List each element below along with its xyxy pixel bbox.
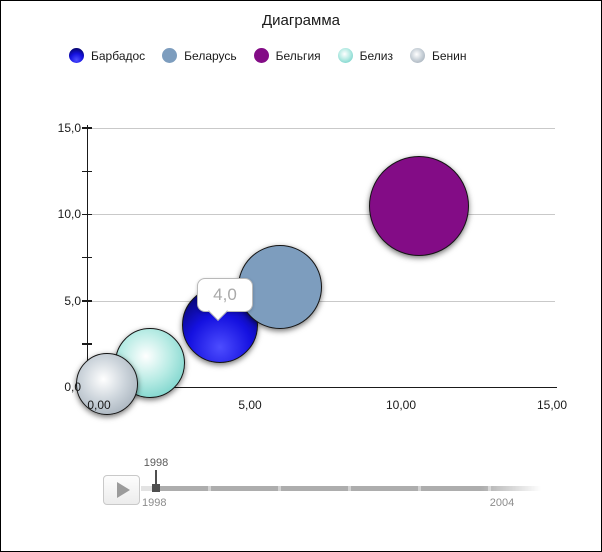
- legend-bubble-icon: [410, 48, 425, 63]
- gridline-y-5: [87, 300, 555, 302]
- timeline-slider-thumb[interactable]: [152, 484, 160, 492]
- slider-track-lead: [141, 486, 153, 491]
- legend-bubble-icon: [69, 48, 84, 63]
- legend-bubble-icon: [162, 48, 178, 63]
- x-axis-label-10: 10,00: [385, 398, 417, 412]
- legend-item-label: Бельгия: [275, 48, 321, 63]
- gridline-y-10: [87, 214, 555, 216]
- y-axis-label-15: 15,0: [57, 120, 81, 135]
- bubble-Бенин[interactable]: [75, 353, 138, 416]
- legend-bubble-icon: [253, 48, 269, 63]
- y-axis-tick-7.5: [82, 256, 92, 259]
- legend-item-1[interactable]: Беларусь: [162, 48, 237, 63]
- play-button[interactable]: [103, 475, 140, 505]
- slider-track-segments: [141, 486, 541, 491]
- x-axis-label-0: 0,00: [87, 398, 111, 412]
- y-axis-tick-5: [82, 300, 92, 302]
- gridline-y-15: [87, 127, 555, 129]
- legend-item-label: Барбадос: [91, 48, 146, 63]
- y-axis-label-10: 10,0: [57, 207, 81, 222]
- legend: Барбадос Беларусь Бельгия Белиз Бенин: [69, 48, 467, 63]
- legend-bubble-icon: [337, 48, 353, 63]
- slider-track-fade: [481, 486, 541, 491]
- timeline-end-year: 2004: [489, 497, 515, 509]
- tooltip-value: 4,0: [211, 285, 239, 305]
- bubble-Бельгия[interactable]: [369, 155, 470, 256]
- x-axis-label-5: 5,00: [238, 398, 262, 412]
- timeline-slider-track[interactable]: [141, 486, 541, 491]
- legend-item-label: Беларусь: [184, 48, 237, 63]
- x-axis-line: [81, 386, 557, 388]
- y-axis-label-5: 5,0: [64, 293, 81, 308]
- y-axis-line: [86, 125, 88, 393]
- x-axis-label-15: 15,00: [536, 398, 568, 412]
- y-axis-tick-12.5: [82, 170, 92, 173]
- legend-item-label: Бенин: [432, 48, 467, 63]
- timeline-start-year: 1998: [142, 497, 167, 509]
- slider-thumb-stem: [155, 470, 157, 485]
- y-axis-tick-2.5: [82, 343, 92, 345]
- y-axis-label-0: 0,0: [64, 380, 81, 394]
- legend-item-0[interactable]: Барбадос: [69, 48, 145, 63]
- legend-item-4[interactable]: Бенин: [410, 48, 467, 63]
- y-axis-tick-15: [82, 127, 92, 129]
- legend-item-3[interactable]: Белиз: [337, 48, 393, 63]
- y-axis-tick-10: [82, 213, 92, 216]
- legend-item-2[interactable]: Бельгия: [253, 48, 321, 63]
- timeline-current-year: 1998: [143, 457, 169, 469]
- chart-title: Диаграмма: [261, 12, 340, 29]
- legend-item-label: Белиз: [359, 48, 393, 63]
- play-icon: [116, 482, 130, 498]
- data-point-tooltip: 4,0: [197, 278, 253, 321]
